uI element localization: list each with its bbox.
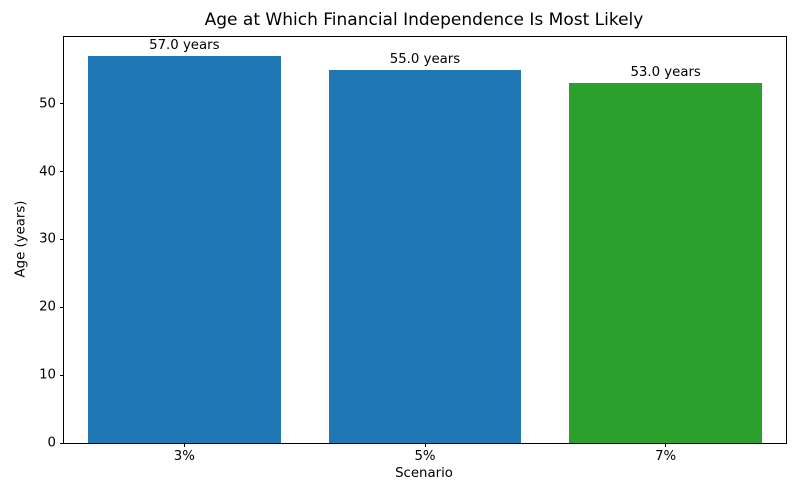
y-tick-label: 0 <box>47 435 56 451</box>
y-tick-mark <box>60 442 64 444</box>
bar-5% <box>328 69 522 443</box>
y-tick-label: 50 <box>39 96 56 112</box>
y-tick-label: 40 <box>39 164 56 180</box>
x-tick-label: 5% <box>414 449 436 464</box>
y-tick-mark <box>60 306 64 308</box>
y-tick-mark <box>60 374 64 376</box>
y-tick-mark <box>60 238 64 240</box>
y-axis-label: Age (years) <box>13 200 29 278</box>
y-tick-label: 20 <box>39 299 56 315</box>
x-axis-label: Scenario <box>395 466 453 481</box>
bar-value-label: 55.0 years <box>389 51 461 67</box>
x-tick-label: 7% <box>655 449 677 464</box>
chart-title: Age at Which Financial Independence Is M… <box>204 10 644 30</box>
bar-value-label: 57.0 years <box>149 38 220 54</box>
x-tick-mark <box>424 443 426 447</box>
bar-value-label: 53.0 years <box>630 65 701 81</box>
bar-3% <box>88 56 281 443</box>
x-tick-mark <box>183 443 185 447</box>
y-tick-label: 30 <box>39 231 56 247</box>
y-tick-mark <box>60 103 64 105</box>
plot-area: 0 10 20 30 40 50 57.0 years 3% 55.0 years 5% 53.0 … <box>39 36 787 464</box>
y-tick-mark <box>60 171 64 173</box>
x-tick-mark <box>665 443 667 447</box>
y-tick-label: 10 <box>39 367 56 383</box>
bar-7% <box>569 83 762 443</box>
x-tick-label: 3% <box>173 449 195 464</box>
